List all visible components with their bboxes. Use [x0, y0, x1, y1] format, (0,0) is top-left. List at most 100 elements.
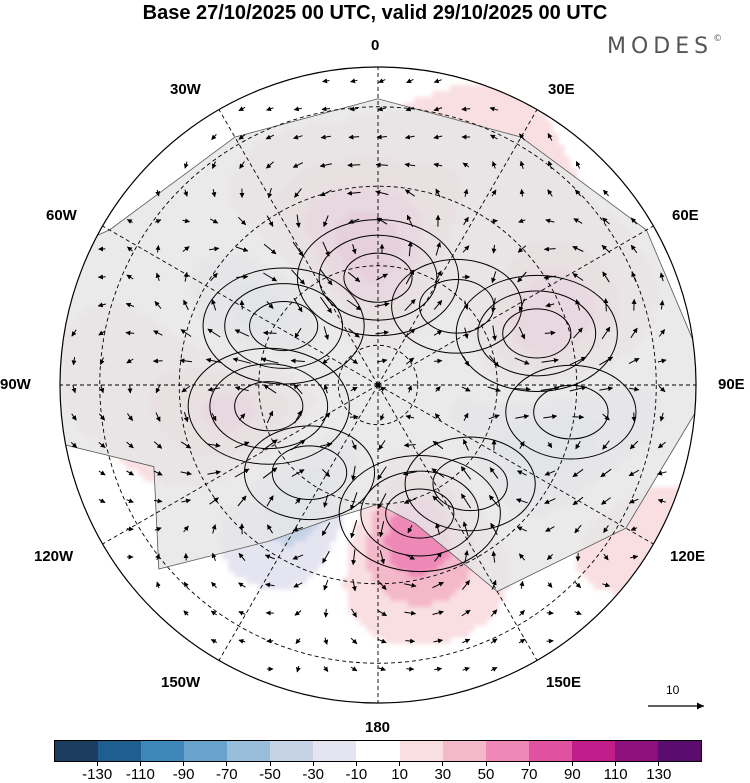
field-cell — [408, 103, 415, 110]
field-cell — [348, 553, 355, 560]
field-cell — [306, 553, 313, 560]
field-cell — [360, 559, 367, 566]
field-cell — [354, 541, 361, 548]
field-cell — [348, 571, 355, 578]
field-cell — [678, 523, 685, 530]
field-cell — [528, 139, 535, 146]
field-cell — [654, 511, 661, 518]
field-cell — [294, 571, 301, 578]
field-cell — [420, 565, 427, 572]
field-cell — [360, 517, 367, 524]
field-cell — [672, 523, 679, 530]
field-cell — [582, 571, 589, 578]
field-cell — [510, 115, 517, 122]
field-cell — [498, 121, 505, 128]
field-cell — [558, 151, 565, 158]
field-cell — [438, 103, 445, 110]
field-cell — [456, 115, 463, 122]
field-cell — [246, 565, 253, 572]
field-cell — [606, 553, 613, 560]
field-cell — [480, 109, 487, 116]
field-cell — [654, 505, 661, 512]
field-cell — [648, 523, 655, 530]
field-cell — [618, 559, 625, 566]
field-cell — [648, 565, 655, 572]
field-cell — [552, 139, 559, 146]
field-cell — [660, 487, 667, 494]
field-cell — [660, 547, 667, 554]
field-cell — [642, 571, 649, 578]
field-cell — [150, 469, 157, 476]
field-cell — [300, 577, 307, 584]
field-cell — [642, 541, 649, 548]
field-cell — [612, 547, 619, 554]
field-cell — [462, 91, 469, 98]
field-cell — [606, 565, 613, 572]
field-cell — [408, 571, 415, 578]
field-cell — [396, 517, 403, 524]
field-cell — [294, 529, 301, 536]
field-cell — [540, 133, 547, 140]
field-cell — [402, 541, 409, 548]
field-cell — [600, 565, 607, 572]
field-cell — [690, 535, 696, 542]
field-cell — [546, 139, 553, 146]
field-cell — [474, 85, 481, 92]
field-cell — [438, 559, 445, 566]
field-cell — [480, 97, 487, 104]
field-cell — [450, 97, 457, 104]
field-cell — [444, 103, 451, 110]
field-cell — [468, 577, 475, 584]
field-cell — [354, 523, 361, 530]
field-cell — [492, 97, 499, 104]
field-cell — [438, 571, 445, 578]
field-cell — [462, 103, 469, 110]
field-cell — [420, 103, 427, 110]
field-cell — [540, 139, 547, 146]
field-cell — [582, 547, 589, 554]
field-cell — [144, 469, 151, 476]
field-cell — [438, 547, 445, 554]
field-cell — [372, 505, 379, 512]
field-cell — [678, 529, 685, 536]
field-cell — [306, 535, 313, 542]
field-cell — [366, 505, 373, 512]
field-cell — [672, 517, 679, 524]
field-cell — [318, 535, 325, 542]
field-cell — [648, 559, 655, 566]
field-cell — [480, 85, 487, 92]
field-cell — [306, 559, 313, 566]
field-cell — [360, 565, 367, 572]
field-cell — [486, 97, 493, 104]
field-cell — [318, 553, 325, 560]
field-cell — [672, 529, 679, 536]
field-cell — [456, 91, 463, 98]
field-cell — [402, 553, 409, 560]
field-cell — [270, 547, 277, 554]
field-cell — [456, 109, 463, 116]
field-cell — [678, 517, 685, 524]
field-cell — [642, 565, 649, 572]
field-cell — [504, 121, 511, 128]
field-cell — [504, 127, 511, 134]
field-cell — [654, 559, 661, 566]
field-cell — [666, 535, 673, 542]
field-cell — [456, 559, 463, 566]
field-cell — [396, 547, 403, 554]
field-cell — [258, 541, 265, 548]
field-cell — [264, 565, 271, 572]
field-cell — [618, 553, 625, 560]
field-cell — [660, 541, 667, 548]
field-cell — [684, 505, 691, 512]
field-cell — [462, 85, 469, 92]
field-cell — [378, 523, 385, 530]
field-cell — [618, 529, 625, 536]
field-cell — [642, 547, 649, 554]
field-cell — [672, 487, 679, 494]
field-cell — [450, 577, 457, 584]
field-cell — [444, 553, 451, 560]
field-cell — [444, 97, 451, 104]
field-cell — [654, 487, 661, 494]
field-cell — [582, 553, 589, 560]
field-cell — [678, 511, 685, 518]
